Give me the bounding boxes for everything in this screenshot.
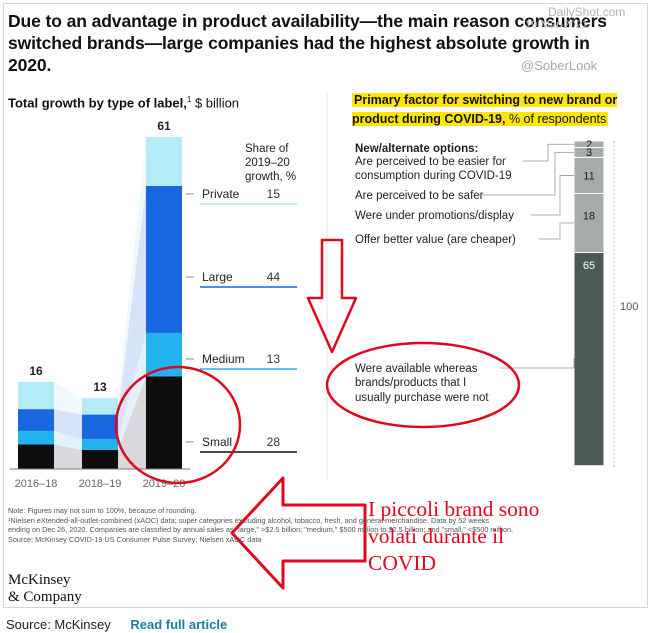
bar-total-label: 61 bbox=[157, 119, 171, 133]
x-tick-label: 2016–18 bbox=[15, 478, 58, 490]
bar-segment-small bbox=[18, 444, 54, 469]
factor-value: 11 bbox=[583, 170, 594, 182]
share-label-medium: Medium bbox=[202, 352, 245, 366]
factor-label: consumption during COVID-19 bbox=[355, 170, 512, 182]
source-label: Source: McKinsey bbox=[6, 617, 111, 632]
bar-segment-private bbox=[82, 398, 118, 415]
bar-total-label: 13 bbox=[93, 380, 107, 394]
red-down-arrow bbox=[306, 238, 358, 354]
share-label-private: Private bbox=[202, 187, 240, 201]
bar-segment-private bbox=[146, 137, 182, 186]
bar-segment-small bbox=[82, 449, 118, 469]
bar-segment-large bbox=[146, 185, 182, 333]
connector-band bbox=[118, 137, 146, 415]
share-title-line: 2019–20 bbox=[245, 157, 290, 169]
factor-label: Were available whereas bbox=[355, 363, 478, 375]
share-title-line: growth, % bbox=[245, 171, 296, 183]
bar-total-label: 16 bbox=[29, 364, 43, 378]
footnote-line: Note: Figures may not sum to 100%, becau… bbox=[8, 506, 197, 515]
share-title-line: Share of bbox=[245, 143, 289, 155]
connector-band bbox=[54, 444, 82, 469]
connector-band bbox=[118, 185, 146, 440]
watermark-site: DailyShot.com bbox=[548, 5, 626, 19]
connector-band bbox=[54, 430, 82, 450]
bar-segment-medium bbox=[146, 332, 182, 377]
share-label-large: Large bbox=[202, 270, 233, 284]
leader-line bbox=[478, 152, 574, 196]
red-ellipse-right bbox=[325, 341, 521, 429]
share-value: 15 bbox=[267, 187, 281, 201]
leader-line bbox=[530, 175, 574, 216]
bar-segment-large bbox=[18, 409, 54, 431]
share-label-small: Small bbox=[202, 435, 232, 449]
bar-segment-small bbox=[146, 376, 182, 469]
footnotes: Note: Figures may not sum to 100%, becau… bbox=[8, 506, 628, 544]
bar-segment-large bbox=[82, 414, 118, 440]
watermark-handle: @SoberLook bbox=[521, 58, 598, 73]
footnote-line: Source: McKinsey COVID-19 US Consumer Pu… bbox=[8, 534, 262, 544]
share-value: 44 bbox=[267, 270, 281, 284]
factor-label: Are perceived to be easier for bbox=[355, 156, 506, 168]
x-tick-label: 2018–19 bbox=[79, 478, 122, 490]
group-header: New/alternate options: bbox=[355, 143, 478, 155]
headline: Due to an advantage in product availabil… bbox=[8, 11, 607, 75]
connector-band bbox=[54, 381, 82, 415]
factor-value: 2 bbox=[586, 139, 592, 151]
chart-frame bbox=[3, 3, 648, 608]
share-value: 13 bbox=[267, 352, 281, 366]
factor-label: Offer better value (are cheaper) bbox=[355, 234, 516, 246]
factor-label: Are perceived to be safer bbox=[355, 190, 484, 202]
mckinsey-logo: McKinsey & Company bbox=[8, 572, 82, 605]
factor-value: 3 bbox=[586, 147, 592, 159]
factor-label: Were under promotions/display bbox=[355, 210, 514, 222]
total-value: 100 bbox=[620, 301, 638, 313]
right-chart-title: Primary factor for switching to new bran… bbox=[352, 93, 618, 126]
footnote-line: ending on Dec 26, 2020. Companies are cl… bbox=[8, 525, 514, 534]
factor-segment bbox=[573, 156, 605, 194]
watermark-date: 19-Mar-2021 bbox=[525, 19, 588, 31]
footer: Source: McKinsey Read full article bbox=[6, 617, 227, 632]
factor-value: 18 bbox=[583, 210, 595, 222]
left-chart-title: Total growth by type of label,1 $ billio… bbox=[8, 95, 240, 111]
x-tick-label: 2019–20 bbox=[143, 478, 186, 490]
bar-segment-medium bbox=[18, 430, 54, 445]
read-full-article-link[interactable]: Read full article bbox=[130, 617, 228, 632]
italian-annotation: I piccoli brand sono volati durante il C… bbox=[368, 497, 540, 575]
bar-segment-private bbox=[18, 381, 54, 410]
share-value: 28 bbox=[267, 435, 281, 449]
footnote-line: ¹Nielsen eXtended-all-outlet-combined (x… bbox=[8, 515, 490, 525]
factor-label: brands/products that I bbox=[355, 377, 466, 389]
leader-line bbox=[538, 222, 574, 240]
connector-band bbox=[118, 376, 146, 469]
red-left-arrow bbox=[230, 476, 367, 590]
factor-value: 65 bbox=[583, 260, 595, 272]
connector-band bbox=[54, 409, 82, 440]
factor-segment bbox=[573, 192, 605, 254]
factor-label: usually purchase were not bbox=[355, 392, 489, 404]
connector-band bbox=[118, 332, 146, 450]
leader-line bbox=[500, 358, 575, 369]
factor-segment bbox=[573, 252, 605, 467]
red-ellipse-small bbox=[114, 365, 242, 485]
leader-line bbox=[522, 143, 574, 162]
bar-segment-medium bbox=[82, 439, 118, 450]
